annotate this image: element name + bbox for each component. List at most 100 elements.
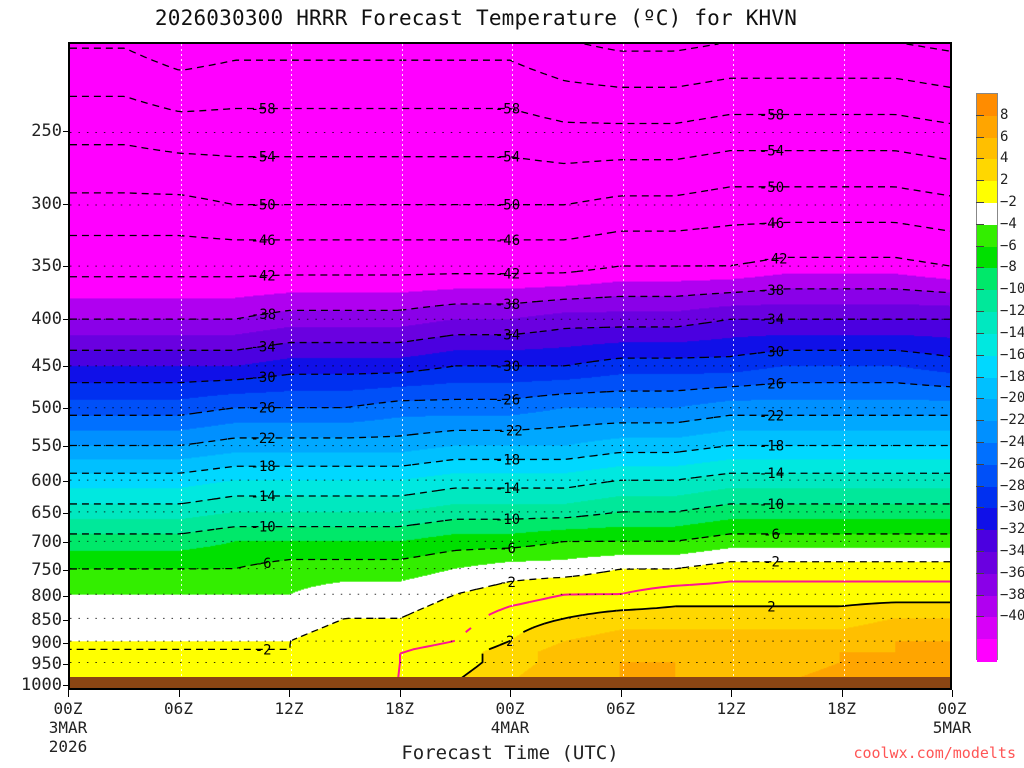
colorbar-tick (976, 354, 984, 356)
contour-line (446, 592, 459, 599)
contour-line (422, 365, 456, 371)
y-axis-tick (63, 619, 68, 621)
contour-label: -38 (251, 307, 276, 323)
contour-line (245, 373, 288, 380)
y-axis-tick (63, 542, 68, 544)
contour-label: -30 (759, 345, 784, 361)
contour-line (679, 446, 715, 453)
colorbar-label: 8 (1000, 106, 1009, 123)
zero-degree-isotherm (497, 605, 511, 612)
contour-line (510, 425, 572, 432)
contour-label: 2 (506, 634, 514, 650)
colorbar-label: −30 (1000, 499, 1024, 516)
y-axis-tick (63, 642, 68, 644)
contour-line (446, 331, 540, 337)
contour-line (415, 335, 447, 341)
vertical-gridline (843, 44, 845, 688)
contour-line (590, 451, 680, 457)
contour-line (427, 550, 455, 556)
contour-line (399, 305, 437, 311)
contour-line (366, 399, 419, 406)
zero-degree-isotherm (528, 596, 550, 604)
y-axis-label: 250 (31, 121, 62, 142)
colorbar-tick (976, 376, 984, 378)
colorbar-tick (976, 398, 984, 400)
contour-line (576, 266, 612, 273)
colorbar-segment (977, 224, 997, 248)
y-axis-tick (63, 569, 68, 571)
x-axis-label: 18Z (827, 699, 856, 718)
zero-degree-isotherm (509, 601, 530, 608)
contour-line (70, 378, 247, 384)
contour-line (417, 605, 428, 612)
contour-line (183, 498, 214, 504)
colorbar-tick (976, 289, 984, 291)
colorbar-label: −40 (1000, 608, 1024, 625)
vertical-gridline (622, 44, 624, 688)
x-axis-label: 00Z (495, 699, 525, 718)
colorbar-label: −24 (1000, 433, 1024, 450)
y-axis-label: 850 (31, 609, 62, 630)
colorbar-segment (977, 312, 997, 335)
contour-line (713, 444, 950, 449)
contour-line (70, 502, 184, 505)
colorbar-tick (976, 550, 984, 552)
contour-label: -46 (251, 233, 276, 249)
contour-line (778, 381, 950, 388)
zero-degree-isotherm (412, 644, 435, 651)
contour-line (603, 322, 705, 328)
contour-line (710, 186, 950, 197)
colorbar-segment (977, 355, 997, 379)
colorbar-segment (977, 573, 997, 597)
contour-label: -50 (759, 180, 784, 196)
contour-line (407, 610, 418, 616)
contour-label: 2 (767, 599, 775, 615)
x-axis-date-label: 3MAR (48, 718, 88, 737)
colorbar-segment (977, 137, 997, 161)
contour-label: -6 (255, 556, 272, 572)
colorbar-segment (977, 268, 997, 291)
colorbar-label: −34 (1000, 542, 1024, 559)
colorbar-segment (977, 639, 997, 662)
vertical-gridline (180, 44, 182, 688)
contour-line (275, 339, 417, 346)
colorbar-label: −32 (1000, 521, 1024, 538)
contour-line (775, 256, 950, 267)
x-axis-label: 18Z (385, 699, 414, 718)
contour-line (427, 601, 438, 607)
x-axis-tick (841, 690, 843, 697)
contour-line (70, 567, 239, 570)
colorbar-label: 4 (1000, 150, 1009, 167)
contour-line (527, 541, 561, 547)
contour-label: -42 (495, 267, 520, 283)
y-axis-tick (63, 318, 68, 320)
contour-line (577, 481, 608, 487)
y-axis-label: 500 (31, 397, 62, 418)
colorbar-tick (976, 507, 984, 509)
y-axis-label: 550 (31, 436, 62, 457)
contour-line (408, 489, 439, 496)
y-axis-tick (63, 365, 68, 367)
zero-degree-isotherm (465, 627, 472, 633)
contour-line (539, 326, 604, 333)
colorbar-segment (977, 530, 997, 553)
colorbar-tick (976, 529, 984, 531)
contour-line (401, 554, 429, 560)
contour-line (70, 232, 610, 241)
contour-line (412, 459, 447, 466)
contour-line (213, 494, 409, 500)
colorbar-segment (977, 551, 997, 575)
contour-line (682, 562, 717, 569)
contour-line (458, 588, 477, 595)
contour-label: -18 (495, 452, 520, 468)
contour-line (703, 503, 950, 509)
colorbar-label: −18 (1000, 368, 1024, 385)
contour-label: -30 (251, 370, 276, 386)
page-title: 2026030300 HRRR Forecast Temperature (ºC… (154, 6, 798, 30)
contour-line (412, 519, 446, 526)
x-axis-tick (952, 690, 953, 697)
terrain-band (70, 677, 950, 688)
contour-line (226, 404, 368, 410)
y-axis-tick (63, 480, 68, 482)
contour-line (582, 609, 617, 616)
